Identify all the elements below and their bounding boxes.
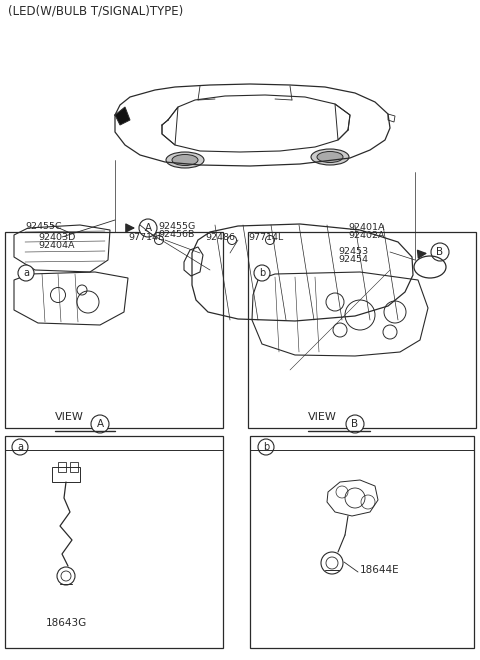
Text: b: b — [259, 268, 265, 278]
Bar — [250, 436, 474, 648]
Circle shape — [431, 243, 449, 261]
Ellipse shape — [317, 152, 343, 162]
Text: (LED(W/BULB T/SIGNAL)TYPE): (LED(W/BULB T/SIGNAL)TYPE) — [8, 5, 183, 18]
Circle shape — [155, 236, 164, 244]
Text: VIEW: VIEW — [55, 412, 84, 422]
Text: 97714L: 97714L — [248, 233, 283, 242]
Ellipse shape — [311, 149, 349, 165]
Bar — [248, 232, 476, 428]
Text: B: B — [351, 419, 359, 429]
Bar — [70, 462, 78, 472]
Text: 92455G: 92455G — [158, 222, 195, 231]
Text: 97714L: 97714L — [128, 233, 163, 242]
Ellipse shape — [172, 154, 198, 166]
Text: A: A — [144, 223, 152, 233]
Text: 92403D: 92403D — [38, 233, 75, 242]
Text: 18644E: 18644E — [360, 565, 400, 575]
Text: 92454: 92454 — [338, 255, 368, 264]
Text: 92455C: 92455C — [25, 222, 61, 231]
Bar — [5, 436, 223, 648]
Text: B: B — [436, 247, 444, 257]
Circle shape — [258, 439, 274, 455]
Bar — [58, 462, 66, 472]
Circle shape — [254, 265, 270, 281]
Text: 18643G: 18643G — [46, 618, 86, 628]
Polygon shape — [115, 107, 130, 125]
Text: 92402A: 92402A — [348, 231, 384, 240]
Text: 92453: 92453 — [338, 247, 368, 256]
Text: 92456B: 92456B — [158, 230, 194, 239]
Circle shape — [265, 236, 275, 244]
Text: A: A — [96, 419, 104, 429]
Text: 92486: 92486 — [205, 233, 235, 242]
Text: 92401A: 92401A — [348, 223, 384, 232]
Text: 92404A: 92404A — [38, 241, 74, 250]
Circle shape — [91, 415, 109, 433]
Circle shape — [139, 219, 157, 237]
Circle shape — [228, 236, 237, 244]
Ellipse shape — [166, 152, 204, 168]
Bar — [5, 232, 223, 428]
Text: b: b — [263, 442, 269, 452]
Circle shape — [12, 439, 28, 455]
Text: a: a — [17, 442, 23, 452]
Circle shape — [18, 265, 34, 281]
Circle shape — [346, 415, 364, 433]
Text: a: a — [23, 268, 29, 278]
Text: VIEW: VIEW — [308, 412, 337, 422]
